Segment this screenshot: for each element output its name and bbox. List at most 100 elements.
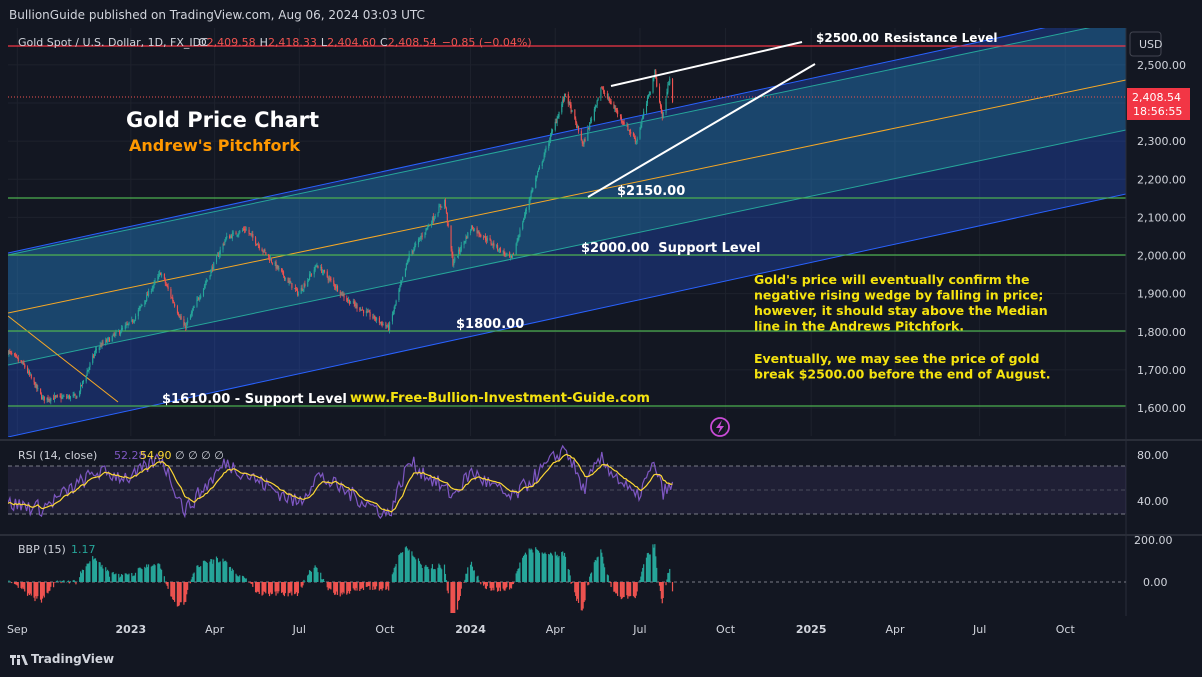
- candle-body: [502, 250, 504, 253]
- pitchfork-upper-line: [8, 28, 1046, 254]
- bbp-bar: [630, 582, 632, 596]
- candle-body: [577, 126, 579, 128]
- rsi-ma-line: [8, 453, 673, 513]
- time-axis[interactable]: Sep 2023 Apr Jul Oct 2024 Apr Jul Oct 2025 Apr Jul O…: [7, 623, 1076, 636]
- candle-body: [478, 231, 480, 235]
- bbp-bar: [525, 554, 527, 582]
- candle-body: [302, 289, 304, 291]
- bbp-bar: [159, 564, 161, 582]
- bbp-bar: [567, 569, 569, 582]
- bbp-bar: [28, 582, 31, 596]
- rsi-tick-40: 40.00: [1137, 495, 1169, 508]
- bbp-bar: [649, 554, 651, 582]
- candle-body: [88, 367, 90, 371]
- candle-body: [24, 364, 26, 368]
- candle-body: [85, 375, 87, 382]
- candle-body: [328, 278, 330, 280]
- candle-body: [604, 92, 606, 94]
- x-tick-label: Oct: [1056, 623, 1076, 636]
- bbp-bar: [386, 582, 388, 590]
- candle-body: [564, 93, 566, 100]
- candle-body: [426, 227, 428, 229]
- candle-body: [438, 206, 440, 213]
- bbp-bar: [106, 571, 108, 582]
- bbp-bar: [304, 581, 306, 582]
- bbp-pane[interactable]: [7, 544, 1126, 624]
- bbp-bar: [21, 582, 23, 590]
- bbp-bar: [595, 560, 597, 582]
- candle-body: [524, 210, 527, 216]
- candle-body: [430, 223, 433, 226]
- bbp-bar: [55, 581, 57, 582]
- candle-body: [511, 253, 514, 258]
- wedge-lower-line: [587, 63, 816, 198]
- pitchfork-lower-line: [8, 193, 1126, 437]
- bbp-bar: [660, 582, 662, 599]
- candle-body: [646, 97, 648, 104]
- candle-body: [391, 314, 393, 322]
- price-label-1800: $1800.00: [456, 317, 524, 332]
- bbp-bar: [327, 582, 329, 591]
- bbp-bar: [290, 582, 292, 592]
- lightning-icon[interactable]: [710, 417, 730, 437]
- bbp-bar: [489, 582, 491, 588]
- candle-body: [542, 159, 544, 162]
- bbp-bar: [191, 576, 193, 582]
- candle-body: [555, 121, 557, 123]
- candle-body: [446, 213, 448, 223]
- candle-body: [30, 374, 32, 379]
- rsi-pane[interactable]: [8, 444, 1126, 520]
- bbp-bar: [202, 560, 205, 582]
- bbp-bar: [607, 575, 609, 582]
- currency-button-label[interactable]: USD: [1139, 38, 1163, 51]
- candle-body: [420, 236, 422, 239]
- candle-body: [369, 312, 371, 317]
- bbp-bar: [349, 582, 352, 591]
- bbp-bar: [431, 564, 433, 582]
- bbp-bar: [563, 552, 566, 582]
- bbp-bar: [114, 574, 116, 582]
- candle-body: [66, 396, 68, 398]
- candle-body: [504, 253, 506, 256]
- bbp-bar: [166, 582, 168, 586]
- legend-low: 2,404.60: [327, 36, 376, 49]
- bbp-bar: [522, 557, 524, 582]
- candle-body: [239, 230, 241, 233]
- bbp-bar: [503, 582, 505, 591]
- candle-body: [202, 288, 205, 296]
- bbp-bar: [471, 566, 474, 582]
- candle-body: [373, 315, 375, 318]
- currency-button[interactable]: USD: [1129, 31, 1163, 57]
- bbp-bar: [369, 582, 371, 590]
- bbp-bar: [388, 582, 390, 591]
- bbp-bar: [235, 573, 237, 582]
- tradingview-logo[interactable]: TradingView: [10, 652, 114, 666]
- candle-body: [544, 150, 546, 155]
- candle-body: [232, 232, 234, 234]
- bbp-bar: [310, 571, 313, 582]
- candle-body: [321, 266, 323, 273]
- candle-body: [212, 267, 214, 270]
- bbp-bar: [476, 576, 478, 582]
- candle-body: [161, 274, 163, 276]
- y-tick-label: 1,800.00: [1137, 326, 1186, 339]
- candle-body: [327, 277, 329, 281]
- bbp-bar: [652, 544, 654, 582]
- candle-body: [316, 265, 318, 267]
- bbp-bar: [35, 582, 37, 597]
- main-pane[interactable]: [8, 28, 1127, 437]
- candle-body: [661, 112, 663, 118]
- price-chart[interactable]: Gold Spot / U.S. Dollar, 1D, FX_IDC O2,4…: [0, 28, 1202, 646]
- candle-body: [557, 116, 559, 119]
- candle-body: [411, 251, 413, 254]
- bbp-bar: [427, 566, 429, 582]
- bbp-bar: [60, 582, 62, 584]
- bbp-bar: [486, 582, 488, 587]
- bbp-tick-200: 200.00: [1134, 534, 1173, 547]
- bbp-bar: [209, 561, 211, 582]
- candle-body: [427, 225, 429, 229]
- candle-body: [380, 321, 382, 323]
- bbp-bar: [523, 555, 525, 582]
- candle-body: [50, 398, 52, 402]
- bbp-bar: [61, 580, 63, 582]
